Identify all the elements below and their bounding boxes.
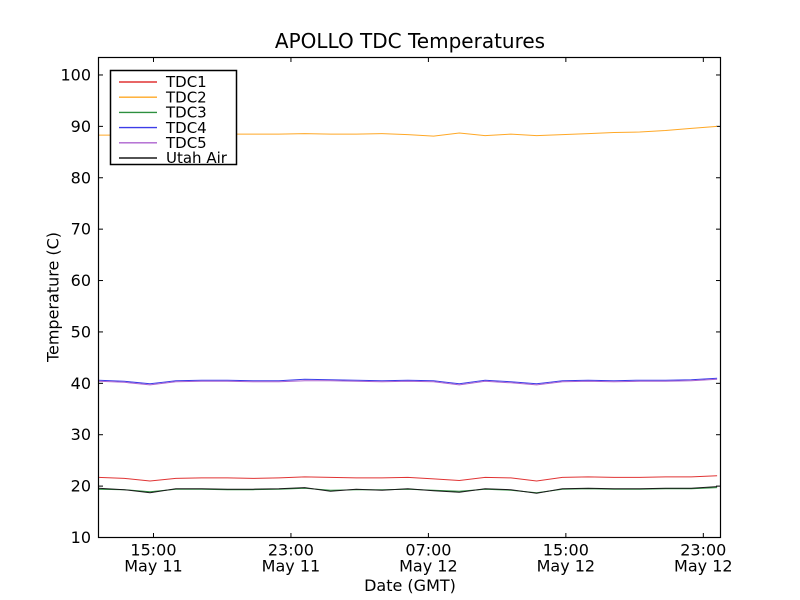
y-tick-label: 60 — [71, 271, 91, 290]
series-line-tdc5 — [98, 378, 718, 386]
x-tick-label-date: May 11 — [262, 557, 321, 576]
axes-frame — [97, 56, 722, 539]
y-tick-label: 50 — [71, 322, 91, 341]
series-line-tdc4 — [98, 377, 718, 385]
y-tick-label: 20 — [71, 477, 91, 496]
y-tick-label: 90 — [71, 117, 91, 136]
x-tick-label-date: May 12 — [674, 557, 733, 576]
series-line-tdc1 — [98, 475, 718, 482]
y-tick-label: 10 — [71, 528, 91, 547]
legend-label: TDC5 — [165, 134, 207, 152]
series-line-utah-air — [98, 486, 718, 494]
legend-label: TDC1 — [165, 73, 207, 91]
chart-title: APOLLO TDC Temperatures — [274, 29, 546, 53]
legend-label: TDC3 — [165, 104, 207, 122]
y-tick-label: 80 — [71, 168, 91, 187]
x-tick-label-time: 07:00 — [405, 541, 451, 560]
x-tick-label-date: May 12 — [537, 557, 596, 576]
x-tick-label-date: May 12 — [399, 557, 458, 576]
legend-label: TDC4 — [165, 119, 207, 137]
x-tick-label-date: May 11 — [124, 557, 183, 576]
y-tick-label: 40 — [71, 374, 91, 393]
legend-box — [109, 69, 238, 166]
y-tick-label: 100 — [60, 65, 91, 84]
x-tick-label-time: 15:00 — [130, 541, 176, 560]
legend-label: TDC2 — [165, 88, 207, 106]
x-tick-label-time: 23:00 — [268, 541, 314, 560]
x-axis-label: Date (GMT) — [364, 576, 456, 595]
x-tick-label-time: 23:00 — [680, 541, 726, 560]
y-tick-label: 30 — [71, 425, 91, 444]
y-tick-label: 70 — [71, 220, 91, 239]
legend-label: Utah Air — [166, 149, 228, 167]
x-tick-label-time: 15:00 — [543, 541, 589, 560]
